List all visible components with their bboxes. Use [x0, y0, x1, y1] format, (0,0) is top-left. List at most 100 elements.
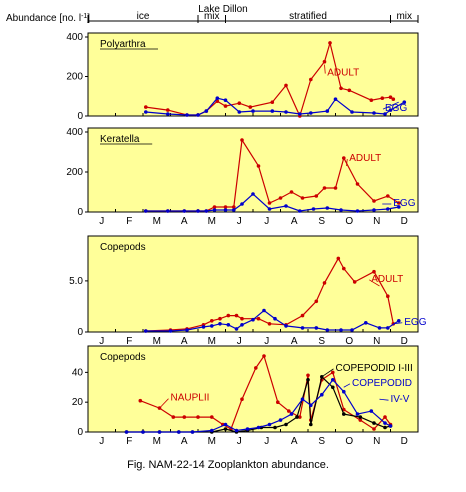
- data-point: [232, 205, 236, 209]
- panel-4: 0 20 40 Copepods NAUPLII COPEPODID I-III COPEP…: [72, 345, 419, 447]
- data-point: [397, 201, 401, 205]
- y-axis-label-text: Abundance [no. l: [6, 13, 81, 24]
- data-point: [339, 208, 343, 212]
- data-point: [166, 209, 170, 213]
- data-point: [284, 83, 288, 88]
- data-point: [300, 326, 305, 330]
- data-point: [232, 208, 236, 212]
- month-label: D: [401, 336, 408, 347]
- data-point: [182, 209, 187, 213]
- data-point: [124, 430, 129, 434]
- data-point: [295, 415, 299, 419]
- y-tick-label: 200: [66, 72, 83, 83]
- series-label-nauplii: NAUPLII: [171, 393, 210, 404]
- month-label: S: [318, 336, 325, 347]
- data-point: [306, 378, 310, 382]
- data-point: [262, 308, 266, 313]
- data-point: [270, 100, 275, 104]
- data-point: [212, 208, 217, 212]
- data-point: [223, 208, 228, 212]
- data-point: [210, 324, 214, 328]
- data-point: [355, 182, 360, 186]
- month-label: M: [153, 336, 161, 347]
- data-point: [309, 111, 313, 115]
- data-point: [278, 196, 283, 200]
- data-point: [311, 207, 316, 211]
- data-point: [352, 280, 357, 284]
- data-point: [386, 194, 390, 198]
- data-point: [270, 109, 275, 113]
- data-point: [289, 412, 294, 416]
- data-point: [273, 425, 277, 430]
- data-point: [234, 313, 239, 318]
- month-label: O: [345, 216, 353, 227]
- data-point: [190, 430, 195, 434]
- series-line-1: [145, 309, 400, 332]
- data-point: [355, 209, 360, 213]
- data-point: [267, 322, 272, 326]
- month-label: J: [264, 436, 269, 447]
- data-point: [171, 415, 176, 419]
- data-point: [144, 209, 148, 213]
- label-leader: [379, 398, 389, 401]
- data-point: [223, 427, 228, 431]
- season-bar: ice mix stratified mix: [87, 11, 419, 23]
- data-point: [234, 327, 239, 331]
- data-point: [369, 98, 374, 102]
- season-label: mix: [204, 11, 220, 22]
- data-point: [144, 329, 148, 333]
- data-point: [358, 415, 363, 419]
- panels: 0200400PolyarthraADULTEGG0200400Keratell…: [66, 32, 426, 447]
- data-point: [182, 415, 187, 419]
- data-point: [166, 108, 170, 112]
- data-point: [223, 422, 228, 427]
- data-point: [196, 209, 200, 213]
- data-point: [350, 110, 354, 114]
- data-point: [397, 319, 401, 323]
- data-point: [267, 201, 272, 205]
- data-point: [256, 164, 261, 168]
- month-label: M: [153, 436, 161, 447]
- data-point: [300, 397, 305, 402]
- month-label: M: [208, 436, 216, 447]
- series-label-egg: EGG: [385, 103, 407, 114]
- data-point: [201, 325, 206, 329]
- y-tick-label: 5.0: [69, 276, 83, 287]
- data-point: [262, 354, 266, 358]
- data-point: [144, 105, 148, 109]
- month-label: D: [401, 216, 408, 227]
- data-point: [215, 99, 220, 103]
- data-point: [215, 96, 220, 100]
- month-label: M: [208, 336, 216, 347]
- data-point: [386, 294, 390, 299]
- data-point: [322, 281, 327, 285]
- series-label-cop45b: IV-V: [391, 394, 410, 405]
- y-tick-label: 0: [77, 207, 83, 218]
- data-point: [388, 95, 393, 99]
- data-point: [383, 112, 387, 116]
- data-point: [240, 323, 244, 327]
- month-label: N: [373, 216, 380, 227]
- data-point: [144, 110, 148, 114]
- data-point: [347, 88, 352, 93]
- panel-title: Polyarthra: [100, 39, 146, 50]
- data-point: [388, 424, 393, 428]
- data-point: [322, 186, 327, 190]
- data-point: [380, 96, 385, 100]
- month-label: J: [264, 216, 269, 227]
- data-point: [251, 317, 255, 322]
- series-label-adult: ADULT: [371, 274, 403, 285]
- data-point: [314, 326, 319, 330]
- data-point: [328, 41, 332, 45]
- data-point: [342, 412, 346, 416]
- y-axis-label-close: ]: [87, 13, 90, 24]
- month-label: M: [153, 216, 161, 227]
- data-point: [342, 389, 346, 394]
- data-point: [336, 256, 341, 261]
- data-point: [284, 110, 288, 114]
- data-point: [226, 323, 231, 327]
- data-point: [350, 328, 354, 332]
- data-point: [383, 421, 387, 425]
- data-point: [267, 422, 272, 427]
- month-label: S: [318, 216, 325, 227]
